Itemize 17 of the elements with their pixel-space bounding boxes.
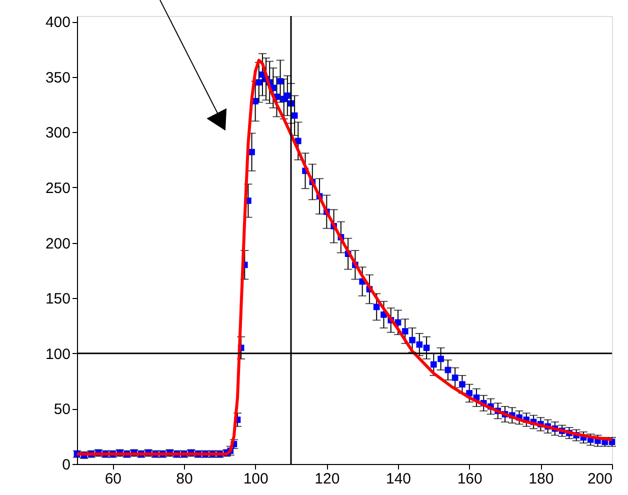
x-tick-label: 120 xyxy=(314,470,340,488)
x-tick-label: 100 xyxy=(243,470,268,488)
y-tick-label: 200 xyxy=(45,235,70,252)
x-tick-label: 140 xyxy=(386,470,412,488)
y-tick-label: 100 xyxy=(45,346,70,363)
y-tick-label: 0 xyxy=(62,456,70,474)
y-tick-label: 150 xyxy=(45,290,70,308)
x-tick-label: 180 xyxy=(528,470,554,488)
x-tick-label: 80 xyxy=(176,470,193,488)
y-tick-label: 400 xyxy=(45,14,70,32)
y-tick-label: 300 xyxy=(45,124,70,142)
y-tick-label: 350 xyxy=(45,69,70,86)
x-tick-label: 160 xyxy=(457,470,482,488)
y-tick-label: 250 xyxy=(45,180,70,197)
x-tick-label: 60 xyxy=(104,470,122,488)
y-tick-label: 50 xyxy=(54,401,70,418)
x-tick-label: 200 xyxy=(587,470,612,488)
